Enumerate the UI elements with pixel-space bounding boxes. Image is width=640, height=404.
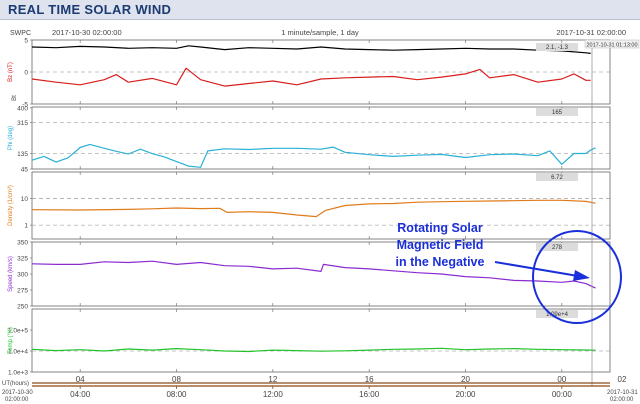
panel-temp-ytick-1: 1.0e+4 <box>8 349 28 356</box>
series-bt-line <box>31 45 591 54</box>
x-ut-tick-5: 00 <box>557 375 566 384</box>
x-local-tick-1: 08:00 <box>166 390 187 399</box>
start-time-label: 2017-10-30 02:00:00 <box>52 28 122 37</box>
x-ut-tick-2: 12 <box>268 375 277 384</box>
x-local-tick-3: 16:00 <box>359 390 380 399</box>
x-axis: UT(hours) 02 2017-10-30 02:00:00 2017-10… <box>2 375 638 403</box>
panel-phi-readout: 165 <box>552 110 563 116</box>
annotation-arrow-head <box>573 270 590 281</box>
panel-temp-ytick-0: 1.0e+5 <box>8 328 28 335</box>
panel-mag-ytick-2: -5 <box>22 102 28 109</box>
panel-mag-ytick-1: 0 <box>24 70 28 77</box>
x-local-tick-2: 12:00 <box>263 390 284 399</box>
panel-phi-ytick-0: 400 <box>17 105 28 112</box>
ut-hours-label: UT(hours) <box>2 381 29 387</box>
panel-phi-ytick-1: 315 <box>17 120 28 127</box>
end-time-label: 2017-10-31 02:00:00 <box>556 28 626 37</box>
x-local-tick-4: 20:00 <box>455 390 476 399</box>
panel-phi-ytick-3: 45 <box>21 167 29 174</box>
time-start-label: 02:00:00 <box>5 397 29 403</box>
panel-density-ytick-1: 1 <box>24 223 28 230</box>
series-density-line <box>31 199 596 218</box>
page-title-bar: REAL TIME SOLAR WIND <box>0 0 640 20</box>
panel-series <box>31 45 596 353</box>
x-ut-tick-3: 16 <box>365 375 374 384</box>
time-end-label: 02:00:00 <box>610 397 634 403</box>
series-speed-line <box>31 260 596 289</box>
sample-rate-label: 1 minute/sample, 1 day <box>281 28 359 37</box>
panel-density-ylabel: Density (1/cm³) <box>8 185 14 226</box>
panel-speed-ylabel: Speed (km/s) <box>8 256 14 292</box>
panel-mag-readout: 2.1, -1.3 <box>546 45 569 51</box>
panel-phi-ylabel: Phi (deg) <box>8 126 14 150</box>
series-phi-line <box>31 143 596 168</box>
panel-temp-ytick-2: 1.0e+3 <box>8 370 28 377</box>
panel-frame-temp <box>31 308 611 373</box>
annotation-line-3: in the Negative <box>396 255 485 269</box>
panel-frames <box>31 39 611 373</box>
source-label: SWPC <box>10 30 31 37</box>
panel-speed-readout-box <box>536 243 578 251</box>
panel-frame-density <box>31 171 611 240</box>
panel-mag-ylabel: Bz (nT) <box>8 62 14 82</box>
panel-phi-ytick-2: 135 <box>17 151 28 158</box>
solar-wind-chart: SWPC 2017-10-30 02:00:00 1 minute/sample… <box>0 20 640 404</box>
date-start-label: 2017-10-30 <box>2 390 33 396</box>
series-temp-line <box>31 347 596 353</box>
annotation-line-2: Magnetic Field <box>397 238 484 252</box>
panel-temp-ylabel: Temp (°K) <box>8 327 14 354</box>
x-local-tick-0: 04:00 <box>70 390 91 399</box>
panel-speed-ytick-0: 350 <box>17 240 28 247</box>
page-title: REAL TIME SOLAR WIND <box>8 2 172 17</box>
x-local-tick-5: 00:00 <box>552 390 573 399</box>
ut-end-tick: 02 <box>618 375 627 384</box>
panel-phi-readout-box <box>536 108 578 116</box>
panel-speed-ytick-2: 300 <box>17 272 28 279</box>
panel-density-readout: 6.72 <box>551 175 563 181</box>
panel-density-ytick-0: 10 <box>21 196 29 203</box>
date-end-label: 2017-10-31 <box>607 390 638 396</box>
panel-frame-speed <box>31 241 611 307</box>
cursor-label: 2017-10-31 01:13:00 <box>586 43 637 49</box>
y-axis-labels: Bz (nT) Bt Phi (deg) Density (1/cm³) Speed (… <box>8 62 18 354</box>
annotation-circle <box>532 230 622 324</box>
cursor-label-box <box>584 39 640 49</box>
panel-speed-ytick-3: 275 <box>17 288 28 295</box>
panel-speed-ytick-4: 250 <box>17 304 28 311</box>
annotation-arrow-shaft <box>494 261 579 277</box>
readout-boxes: 2.1, -1.3 165 6.72 278 1.09e+4 <box>536 43 578 318</box>
x-ut-tick-0: 04 <box>76 375 85 384</box>
x-ut-tick-4: 20 <box>461 375 470 384</box>
annotation: Rotating Solar Magnetic Field in the Neg… <box>396 221 622 324</box>
series-bz-line <box>31 67 591 87</box>
panel-mag-readout-box <box>536 43 578 51</box>
panel-temp-readout: 1.09e+4 <box>546 312 569 318</box>
panel-mag-ylabel2: Bt <box>12 95 18 101</box>
panel-mag-ytick-0: 5 <box>24 38 28 45</box>
panel-speed-readout: 278 <box>552 245 563 251</box>
x-ut-tick-1: 08 <box>172 375 181 384</box>
panel-speed-ytick-1: 325 <box>17 256 28 263</box>
panel-temp-readout-box <box>536 310 578 318</box>
annotation-line-1: Rotating Solar <box>397 221 483 235</box>
panel-frame-phi <box>31 106 611 170</box>
panel-density-readout-box <box>536 173 578 181</box>
